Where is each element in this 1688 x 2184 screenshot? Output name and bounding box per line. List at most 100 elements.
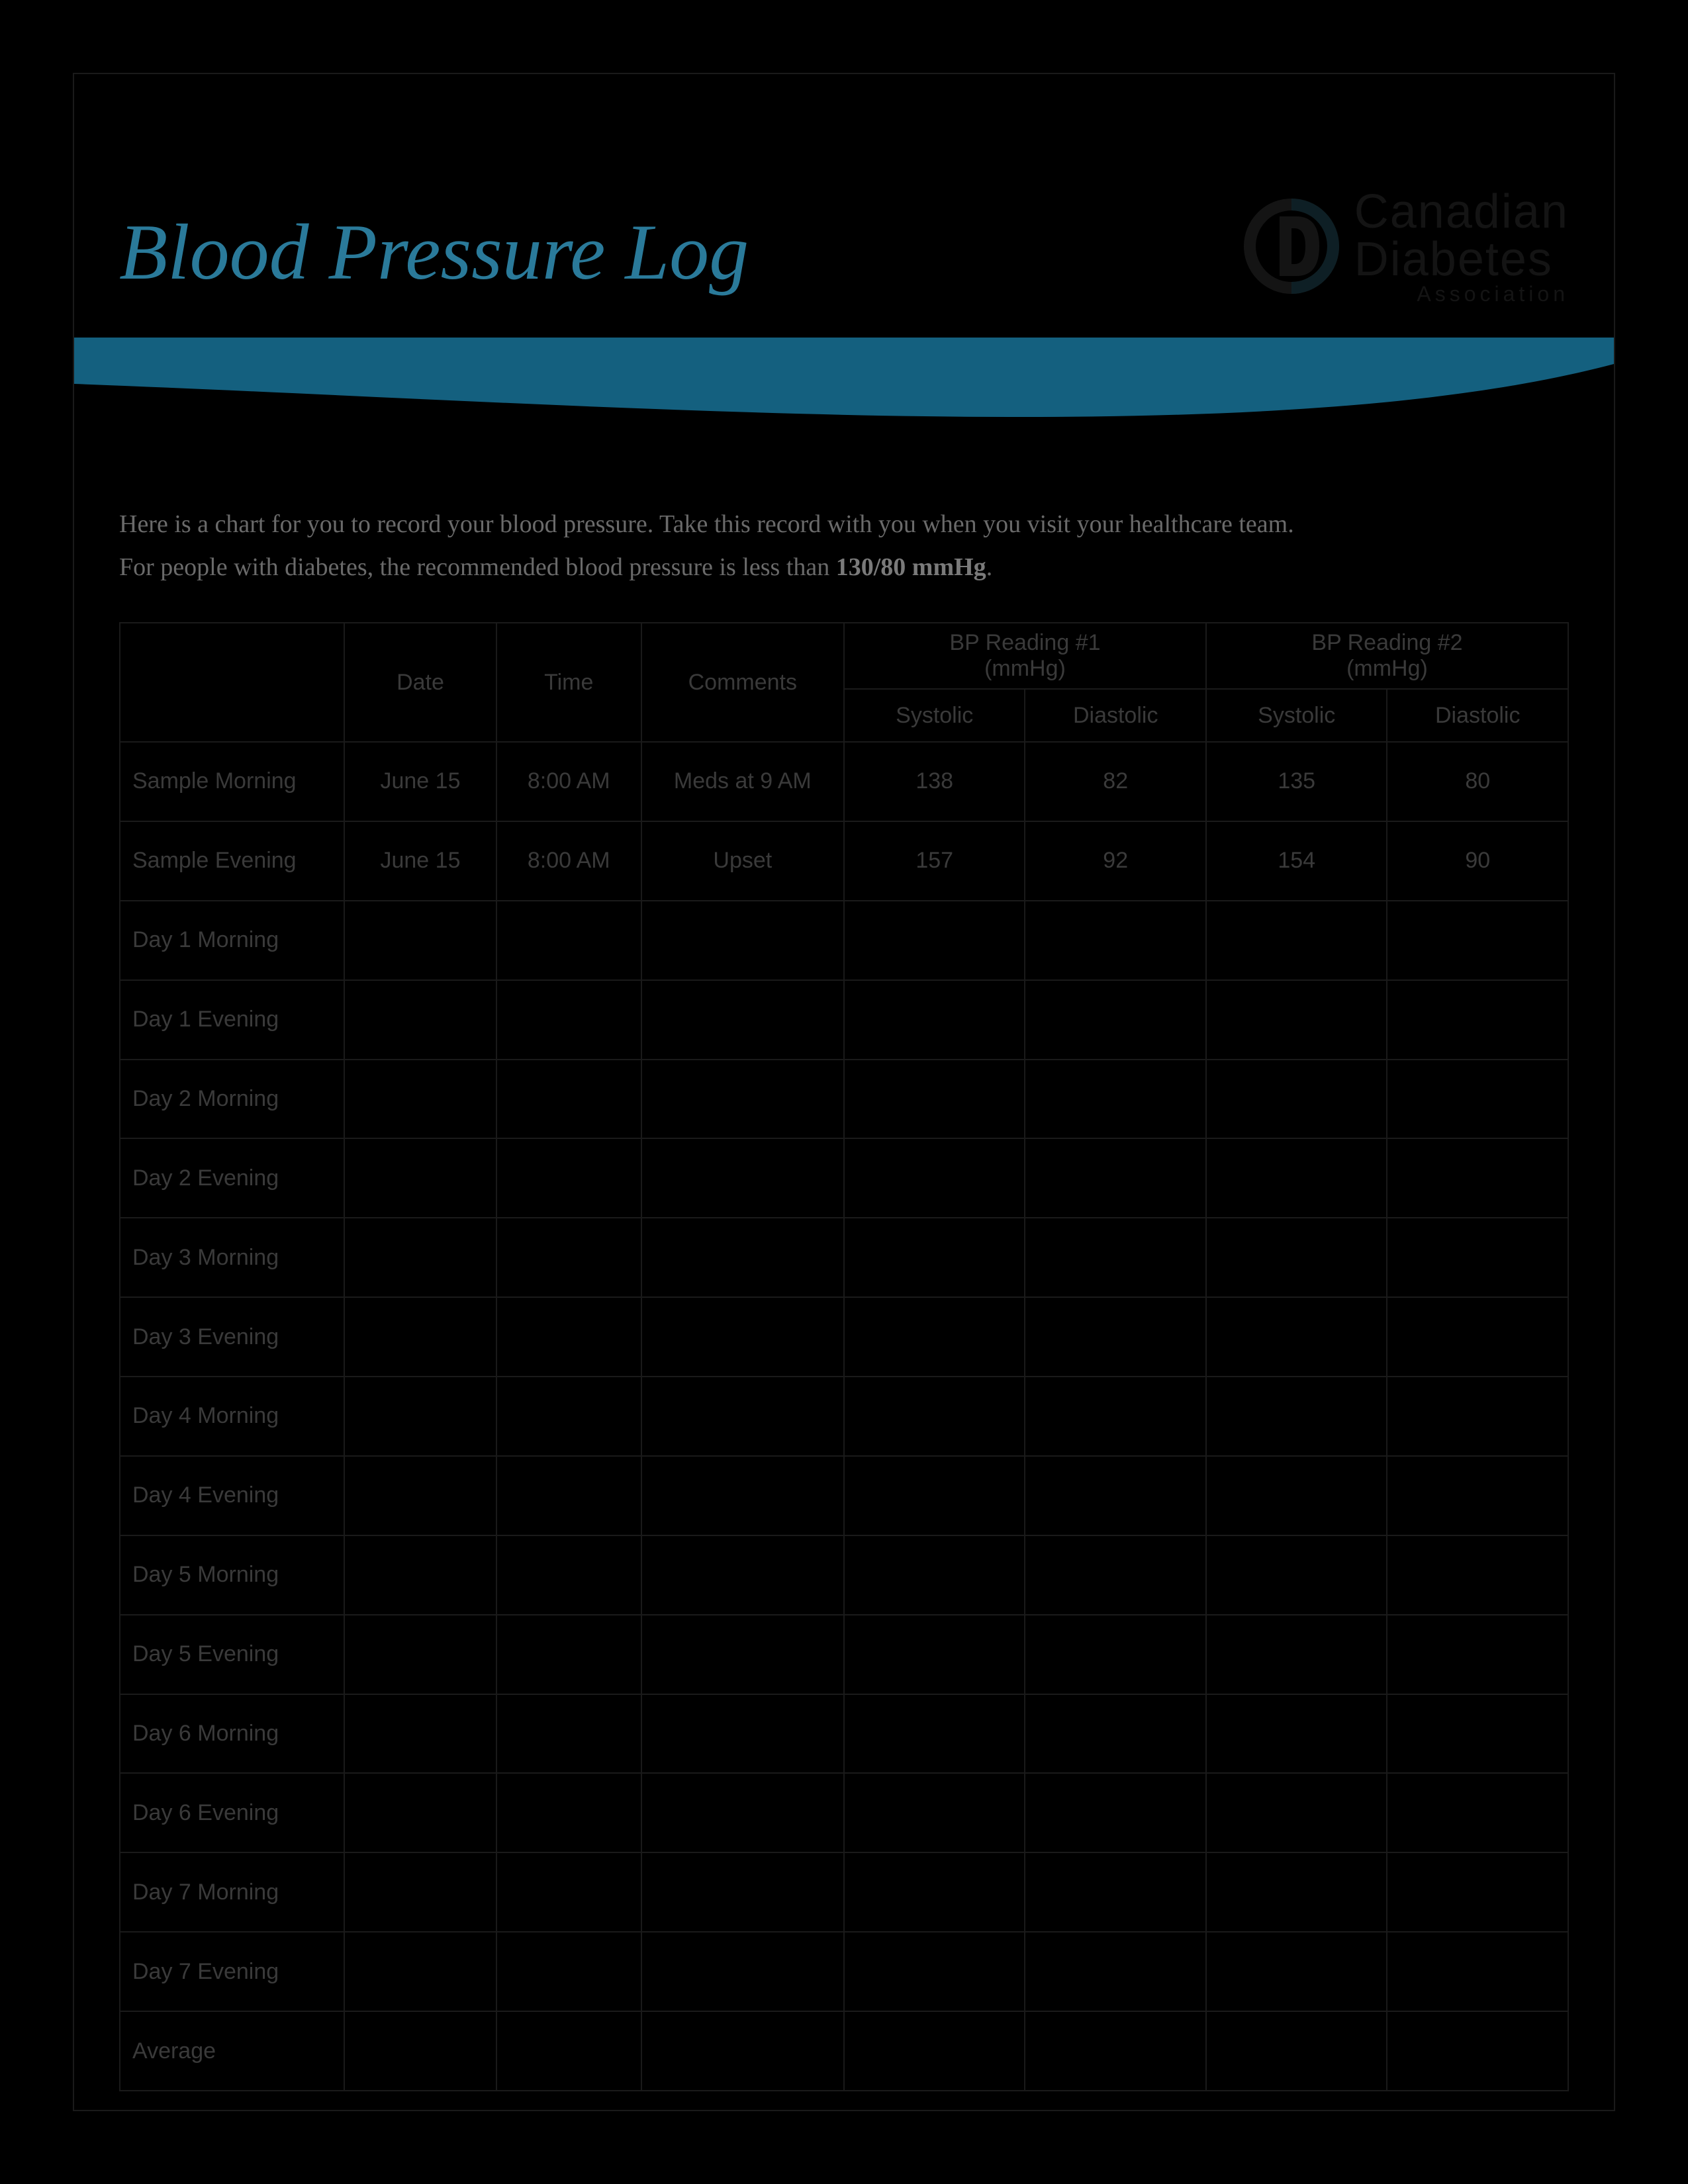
cell-bp1-systolic — [844, 1377, 1025, 1456]
cell-bp2-diastolic — [1387, 1456, 1568, 1535]
cell-date — [344, 1535, 496, 1615]
cell-bp2-systolic — [1206, 1377, 1387, 1456]
cell-time — [496, 2011, 641, 2091]
cell-date — [344, 1218, 496, 1297]
cell-bp2-diastolic — [1387, 1297, 1568, 1377]
header-blank — [120, 623, 344, 742]
cell-time — [496, 1138, 641, 1218]
cell-comments — [641, 980, 844, 1060]
table-row: Day 2 Evening — [120, 1138, 1568, 1218]
cell-date — [344, 1297, 496, 1377]
cell-comments — [641, 1932, 844, 2011]
cell-date — [344, 1773, 496, 1852]
cell-bp2-systolic: 154 — [1206, 821, 1387, 901]
cell-date — [344, 1615, 496, 1694]
intro-line1: Here is a chart for you to record your b… — [119, 503, 1569, 546]
cell-comments — [641, 1138, 844, 1218]
cell-bp1-diastolic — [1025, 1377, 1206, 1456]
table-row: Day 7 Morning — [120, 1852, 1568, 1932]
table-row: Day 3 Morning — [120, 1218, 1568, 1297]
cell-bp1-diastolic — [1025, 2011, 1206, 2091]
cell-bp2-diastolic — [1387, 1377, 1568, 1456]
cell-comments — [641, 1615, 844, 1694]
cell-bp2-diastolic: 90 — [1387, 821, 1568, 901]
cell-time — [496, 1694, 641, 1774]
cell-bp1-diastolic — [1025, 1615, 1206, 1694]
cell-time — [496, 1535, 641, 1615]
header-time: Time — [496, 623, 641, 742]
cell-bp2-systolic — [1206, 1535, 1387, 1615]
cell-date — [344, 1377, 496, 1456]
table-row: Day 2 Morning — [120, 1060, 1568, 1139]
table-row: Average — [120, 2011, 1568, 2091]
header-bp1: BP Reading #1 (mmHg) — [844, 623, 1206, 689]
cell-bp1-diastolic — [1025, 1773, 1206, 1852]
cell-bp2-systolic — [1206, 1138, 1387, 1218]
page-title: Blood Pressure Log — [119, 206, 749, 304]
bp-log-table-wrap: Date Time Comments BP Reading #1 (mmHg) … — [119, 622, 1569, 2091]
cell-time — [496, 901, 641, 980]
cell-bp2-systolic — [1206, 1456, 1387, 1535]
cell-bp2-systolic: 135 — [1206, 742, 1387, 821]
cell-bp2-systolic — [1206, 2011, 1387, 2091]
row-label: Day 1 Evening — [120, 980, 344, 1060]
cell-bp1-systolic — [844, 1852, 1025, 1932]
row-label: Sample Evening — [120, 821, 344, 901]
cell-bp1-systolic — [844, 1694, 1025, 1774]
cell-comments — [641, 1377, 844, 1456]
row-label: Day 3 Evening — [120, 1297, 344, 1377]
cell-time: 8:00 AM — [496, 742, 641, 821]
cell-bp2-systolic — [1206, 1932, 1387, 2011]
table-row: Day 6 Morning — [120, 1694, 1568, 1774]
header-comments: Comments — [641, 623, 844, 742]
org-logo: Canadian Diabetes Association — [1242, 188, 1569, 304]
cell-bp2-diastolic — [1387, 901, 1568, 980]
swoosh-banner — [74, 338, 1614, 470]
table-row: Day 5 Evening — [120, 1615, 1568, 1694]
intro-text: Here is a chart for you to record your b… — [119, 503, 1569, 588]
cell-bp1-diastolic: 92 — [1025, 821, 1206, 901]
cell-bp2-diastolic — [1387, 1138, 1568, 1218]
cell-bp1-systolic — [844, 2011, 1025, 2091]
cell-bp1-systolic — [844, 1297, 1025, 1377]
cell-comments — [641, 1694, 844, 1774]
row-label: Day 7 Morning — [120, 1852, 344, 1932]
cell-time — [496, 1060, 641, 1139]
header-bp1-diastolic: Diastolic — [1025, 689, 1206, 742]
header-bp2: BP Reading #2 (mmHg) — [1206, 623, 1568, 689]
cell-date — [344, 1852, 496, 1932]
cell-bp2-diastolic — [1387, 1932, 1568, 2011]
cell-bp1-systolic — [844, 901, 1025, 980]
row-label: Day 7 Evening — [120, 1932, 344, 2011]
cell-bp1-systolic — [844, 1535, 1025, 1615]
cell-bp1-systolic — [844, 1932, 1025, 2011]
logo-text: Canadian Diabetes Association — [1354, 188, 1569, 304]
cell-date — [344, 1932, 496, 2011]
cell-bp1-systolic — [844, 1773, 1025, 1852]
row-label: Day 6 Morning — [120, 1694, 344, 1774]
cell-bp1-systolic — [844, 1138, 1025, 1218]
cell-bp1-systolic: 138 — [844, 742, 1025, 821]
cell-date: June 15 — [344, 742, 496, 821]
cell-bp2-systolic — [1206, 1218, 1387, 1297]
row-label: Day 6 Evening — [120, 1773, 344, 1852]
logo-line1: Canadian — [1354, 188, 1569, 236]
table-row: Day 7 Evening — [120, 1932, 1568, 2011]
cell-bp2-diastolic — [1387, 2011, 1568, 2091]
cell-time — [496, 1615, 641, 1694]
cell-date — [344, 2011, 496, 2091]
row-label: Day 5 Morning — [120, 1535, 344, 1615]
cell-bp1-systolic — [844, 1456, 1025, 1535]
cell-bp1-systolic — [844, 1615, 1025, 1694]
cell-bp2-systolic — [1206, 1615, 1387, 1694]
cell-bp2-diastolic — [1387, 1694, 1568, 1774]
cell-bp2-systolic — [1206, 1694, 1387, 1774]
cell-date: June 15 — [344, 821, 496, 901]
table-row: Day 4 Morning — [120, 1377, 1568, 1456]
table-row: Sample EveningJune 158:00 AMUpset1579215… — [120, 821, 1568, 901]
table-row: Day 3 Evening — [120, 1297, 1568, 1377]
row-label: Day 2 Evening — [120, 1138, 344, 1218]
header-date: Date — [344, 623, 496, 742]
cell-comments — [641, 1852, 844, 1932]
table-row: Sample MorningJune 158:00 AMMeds at 9 AM… — [120, 742, 1568, 821]
